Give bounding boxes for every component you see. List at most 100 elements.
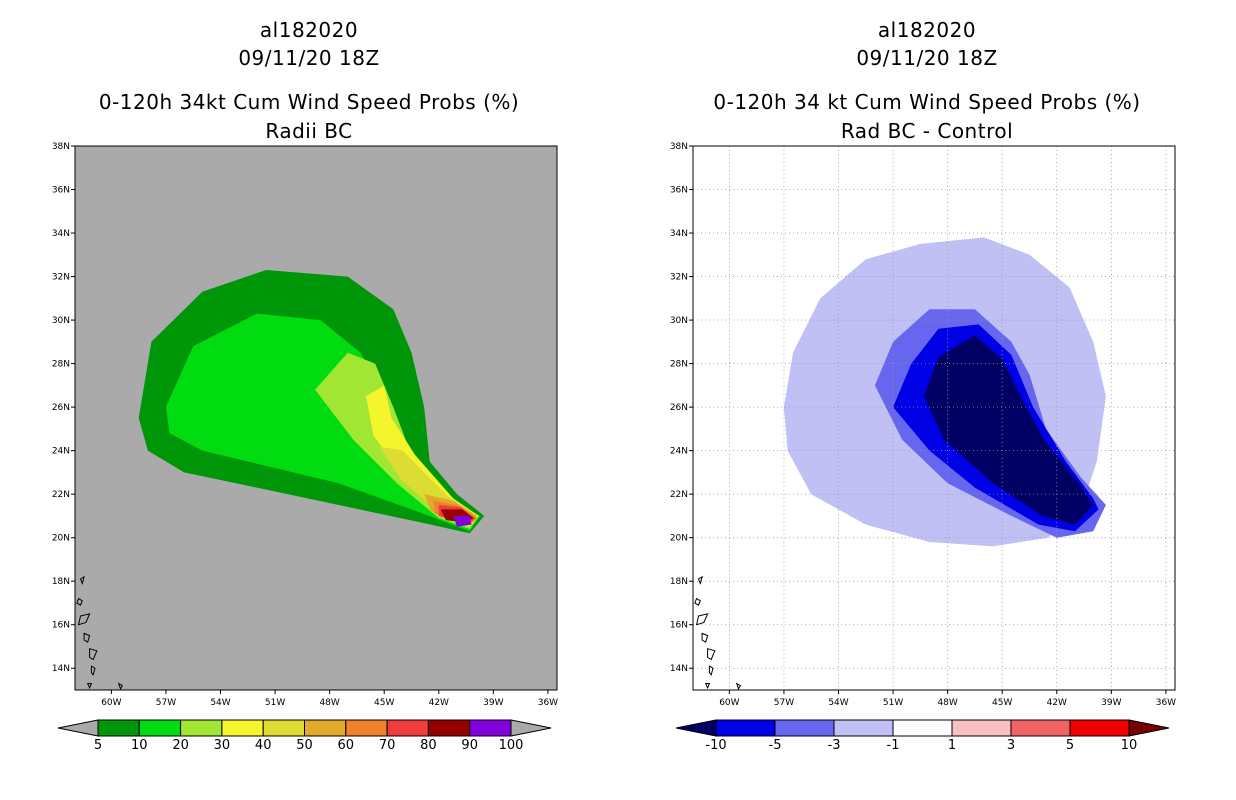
x-tick-label: 57W [156, 698, 176, 708]
contour-level-90 [453, 515, 472, 527]
island-outline [735, 682, 741, 690]
left-chart-panel: al182020 09/11/20 18Z 0-120h 34kt Cum Wi… [52, 18, 558, 753]
colorbar-label: 30 [214, 738, 231, 753]
colorbar-label: -10 [705, 738, 726, 753]
colorbar-swatch [138, 719, 182, 737]
colorbar-swatch [1010, 719, 1071, 737]
island-outline [77, 613, 91, 626]
x-tick-label: 36W [538, 698, 558, 708]
plot-frame [74, 145, 558, 691]
island-outline [86, 683, 93, 690]
y-tick-label: 20N [670, 534, 688, 544]
y-tick-label: 24N [52, 447, 70, 457]
x-tick-label: 54W [210, 698, 230, 708]
island-outline [694, 597, 701, 606]
colorbar-swatch [180, 719, 223, 737]
y-tick-label: 14N [52, 664, 70, 674]
colorbar-swatch [345, 719, 388, 737]
right-title-date: 09/11/20 18Z [856, 46, 998, 70]
x-tick-label: 51W [265, 698, 285, 708]
x-tick-label: 45W [992, 698, 1012, 708]
island-outline [117, 682, 123, 690]
colorbar-label: 90 [461, 738, 478, 753]
x-tick-label: 60W [101, 698, 121, 708]
colorbar-swatch [833, 719, 894, 737]
y-tick-label: 38N [670, 142, 688, 152]
colorbar-label: 20 [172, 738, 189, 753]
colorbar-label: 5 [1066, 738, 1074, 753]
x-tick-label: 42W [1047, 698, 1067, 708]
island-outline [76, 597, 83, 606]
colorbar-swatch [386, 719, 429, 737]
island-outline [79, 575, 85, 585]
y-tick-label: 14N [670, 664, 688, 674]
right-title-variable: 0-120h 34 kt Cum Wind Speed Probs (%) [713, 90, 1141, 114]
y-tick-label: 22N [52, 490, 70, 500]
colorbar-swatch [892, 719, 953, 737]
right-title-storm-id: al182020 [877, 18, 977, 42]
island-outline [697, 575, 703, 585]
colorbar-label: 10 [1121, 738, 1138, 753]
y-tick-label: 30N [52, 316, 70, 326]
y-tick-label: 18N [52, 577, 70, 587]
x-tick-label: 60W [719, 698, 739, 708]
x-tick-label: 51W [883, 698, 903, 708]
colorbar-swatch [1069, 719, 1130, 737]
colorbar-label: -3 [828, 738, 841, 753]
colorbar-label: 1 [948, 738, 956, 753]
y-tick-label: 36N [670, 186, 688, 196]
left-title-variable: 0-120h 34kt Cum Wind Speed Probs (%) [98, 90, 520, 114]
left-map-svg: 60W 57W 54W 51W 48W 45W 42W 39W 36W 14N 16N 18N 20N 2… [52, 142, 558, 753]
colorbar-label: 5 [94, 738, 102, 753]
y-tick-label: 22N [670, 490, 688, 500]
colorbar-swatch [951, 719, 1012, 737]
colorbar-label: 3 [1007, 738, 1015, 753]
island-outline [89, 648, 98, 661]
colorbar-swatch [469, 719, 512, 737]
colorbar-label: 40 [255, 738, 272, 753]
island-outline [701, 632, 709, 643]
right-chart-panel: al182020 09/11/20 18Z 0-120h 34 kt Cum W… [618, 0, 1236, 800]
y-tick-label: 26N [670, 403, 688, 413]
y-tick-label: 20N [52, 534, 70, 544]
colorbar-label: -1 [887, 738, 900, 753]
contour-level-neg10 [924, 335, 1094, 525]
island-outline [83, 632, 91, 643]
y-tick-label: 30N [670, 316, 688, 326]
colorbar-swatch [97, 719, 140, 737]
y-tick-label: 38N [52, 142, 70, 152]
y-tick-label: 26N [52, 403, 70, 413]
colorbar-label: 80 [420, 738, 437, 753]
right-map-svg: 60W 57W 54W 51W 48W 45W 42W 39W 36W 14N 16N 18N 20N 2… [670, 142, 1176, 753]
right-title-experiment: Rad BC - Control [840, 119, 1014, 143]
island-outline [704, 683, 711, 690]
y-tick-label: 28N [52, 360, 70, 370]
colorbar-under-arrow [675, 719, 717, 737]
colorbar-swatch [262, 719, 306, 737]
x-tick-label: 45W [374, 698, 394, 708]
colorbar-label: 70 [379, 738, 396, 753]
x-tick-label: 57W [774, 698, 794, 708]
y-tick-label: 18N [670, 577, 688, 587]
y-tick-label: 16N [670, 621, 688, 631]
colorbar-label: 10 [131, 738, 148, 753]
x-tick-label: 39W [1101, 698, 1121, 708]
y-tick-label: 16N [52, 621, 70, 631]
y-tick-label: 32N [52, 273, 70, 283]
plot-frame [692, 145, 1176, 691]
colorbar-swatch [221, 719, 264, 737]
colorbar-swatch [774, 719, 835, 737]
colorbar-label: 50 [296, 738, 313, 753]
x-tick-label: 39W [483, 698, 503, 708]
x-tick-label: 48W [937, 698, 957, 708]
island-outline [695, 613, 709, 626]
left-title-date: 09/11/20 18Z [238, 46, 380, 70]
left-title-storm-id: al182020 [259, 18, 359, 42]
island-outline [707, 648, 716, 661]
colorbar-label: -5 [769, 738, 782, 753]
colorbar-swatch [304, 719, 347, 737]
y-tick-label: 34N [670, 229, 688, 239]
y-tick-label: 34N [52, 229, 70, 239]
y-tick-label: 36N [52, 186, 70, 196]
left-title-experiment: Radii BC [265, 119, 353, 143]
